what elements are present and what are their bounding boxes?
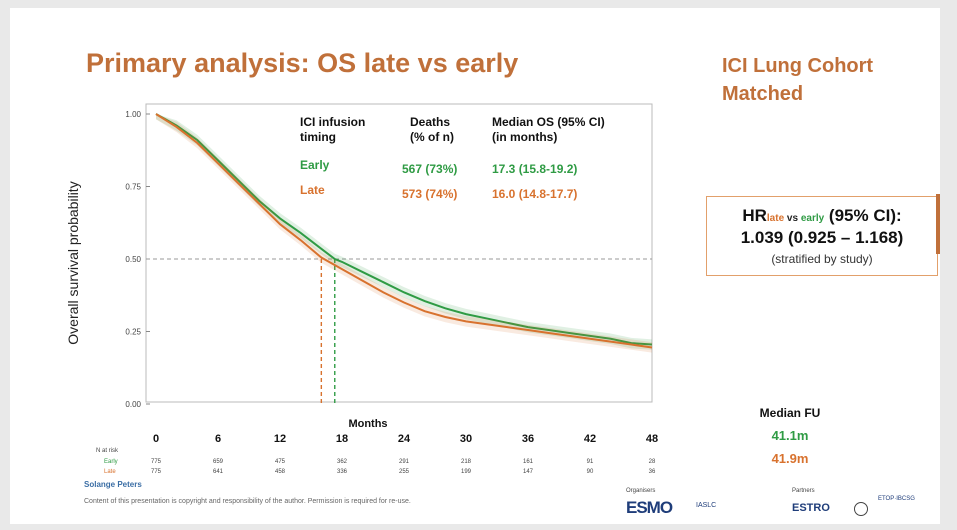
y-tick-label: 0.00 xyxy=(125,400,141,409)
hr-value: 1.039 (0.925 – 1.168) xyxy=(740,228,904,247)
risk-count: 218 xyxy=(461,459,472,465)
risk-count: 255 xyxy=(399,469,410,475)
legend-header: (in months) xyxy=(492,130,557,144)
median-fu-late: 41.9m xyxy=(771,451,809,466)
partners-label: Partners xyxy=(792,488,815,494)
plot-frame xyxy=(145,103,653,403)
risk-count: 147 xyxy=(523,469,534,475)
x-tick-label: 18 xyxy=(336,433,348,445)
x-tick-label: 42 xyxy=(584,433,596,445)
risk-count: 36 xyxy=(649,469,656,475)
x-tick-label: 24 xyxy=(398,433,411,445)
hr-heading: HRlate vs early (95% CI): xyxy=(707,206,937,226)
survival-curve-late xyxy=(155,113,653,349)
cohort-label: ICI Lung Cohort Matched xyxy=(722,52,873,108)
sponsor-logos: Organisers Partners ESMO IASLC ESTRO ETO… xyxy=(600,482,940,524)
legend-median-os-early: 17.3 (15.8-19.2) xyxy=(492,162,577,176)
hr-prefix: HR xyxy=(742,206,767,225)
legend-header: (% of n) xyxy=(410,130,454,144)
median-fu-heading: Median FU xyxy=(759,406,821,420)
risk-row-label-early: Early xyxy=(104,459,118,465)
slide-title: Primary analysis: OS late vs early xyxy=(86,48,519,78)
legend-deaths-late: 573 (74%) xyxy=(402,187,457,201)
median-follow-up: Median FU 41.1m 41.9m xyxy=(730,406,850,466)
hr-sub-vs: vs xyxy=(784,213,801,224)
survival-curve-early xyxy=(155,113,653,346)
risk-count: 775 xyxy=(151,459,162,465)
hazard-ratio-box: HRlate vs early (95% CI): 1.039 (0.925 –… xyxy=(706,196,938,276)
legend-header: Median OS (95% CI) xyxy=(492,115,605,129)
y-tick-label: 0.25 xyxy=(125,328,141,337)
organisers-label: Organisers xyxy=(626,488,656,494)
x-tick-label: 30 xyxy=(460,433,472,445)
hr-sub-late: late xyxy=(766,213,785,224)
accent-bar xyxy=(936,194,940,254)
x-tick-label: 12 xyxy=(274,433,286,445)
legend-median-os-late: 16.0 (14.8-17.7) xyxy=(492,187,577,201)
partner-emblem-icon xyxy=(854,502,868,516)
risk-count: 458 xyxy=(275,469,286,475)
risk-count: 659 xyxy=(213,459,224,465)
y-tick-label: 0.75 xyxy=(125,183,141,192)
copyright-notice: Content of this presentation is copyrigh… xyxy=(84,498,411,505)
x-tick-label: 48 xyxy=(646,433,658,445)
legend-header: ICI infusion xyxy=(300,115,365,129)
x-tick-label: 6 xyxy=(215,433,221,445)
legend-header: timing xyxy=(300,130,336,144)
legend-name-early: Early xyxy=(300,158,330,172)
hr-note: (stratified by study) xyxy=(771,252,873,266)
risk-count: 362 xyxy=(337,459,348,465)
cohort-line-1: ICI Lung Cohort xyxy=(722,55,874,77)
risk-count: 28 xyxy=(649,459,656,465)
hr-sub-early: early xyxy=(800,213,825,224)
risk-count: 641 xyxy=(213,469,224,475)
risk-count: 291 xyxy=(399,459,410,465)
risk-count: 475 xyxy=(275,459,286,465)
risk-count: 161 xyxy=(523,459,534,465)
x-tick-label: 0 xyxy=(153,433,159,445)
slide: Primary analysis: OS late vs early ICI L… xyxy=(10,8,940,524)
risk-count: 775 xyxy=(151,469,162,475)
legend-name-late: Late xyxy=(300,183,325,197)
iaslc-logo: IASLC xyxy=(696,502,717,509)
legend-header: Deaths xyxy=(410,115,450,129)
x-axis-label: Months xyxy=(348,418,387,430)
risk-count: 91 xyxy=(587,459,594,465)
risk-count: 90 xyxy=(587,469,594,475)
hr-suffix: (95% CI): xyxy=(824,206,902,225)
legend-deaths-early: 567 (73%) xyxy=(402,162,457,176)
ci-band-late xyxy=(156,114,652,353)
etop-logo: ETOP·IBCSG xyxy=(878,496,915,502)
median-fu-early: 41.1m xyxy=(771,428,809,443)
risk-count: 199 xyxy=(461,469,472,475)
y-tick-label: 0.50 xyxy=(125,255,141,264)
esmo-logo: ESMO xyxy=(626,498,673,517)
risk-row-label-late: Late xyxy=(104,469,116,475)
survival-chart: Overall survival probability 0.00 0.25 0.5… xyxy=(65,103,658,475)
y-axis-label: Overall survival probability xyxy=(65,181,81,344)
author-name: Solange Peters xyxy=(84,480,142,489)
x-tick-label: 36 xyxy=(522,433,534,445)
cohort-line-2: Matched xyxy=(722,83,804,105)
estro-logo: ESTRO xyxy=(792,502,830,514)
y-tick-label: 1.00 xyxy=(125,110,141,119)
risk-table-label: N at risk xyxy=(96,448,119,454)
risk-count: 336 xyxy=(337,469,348,475)
